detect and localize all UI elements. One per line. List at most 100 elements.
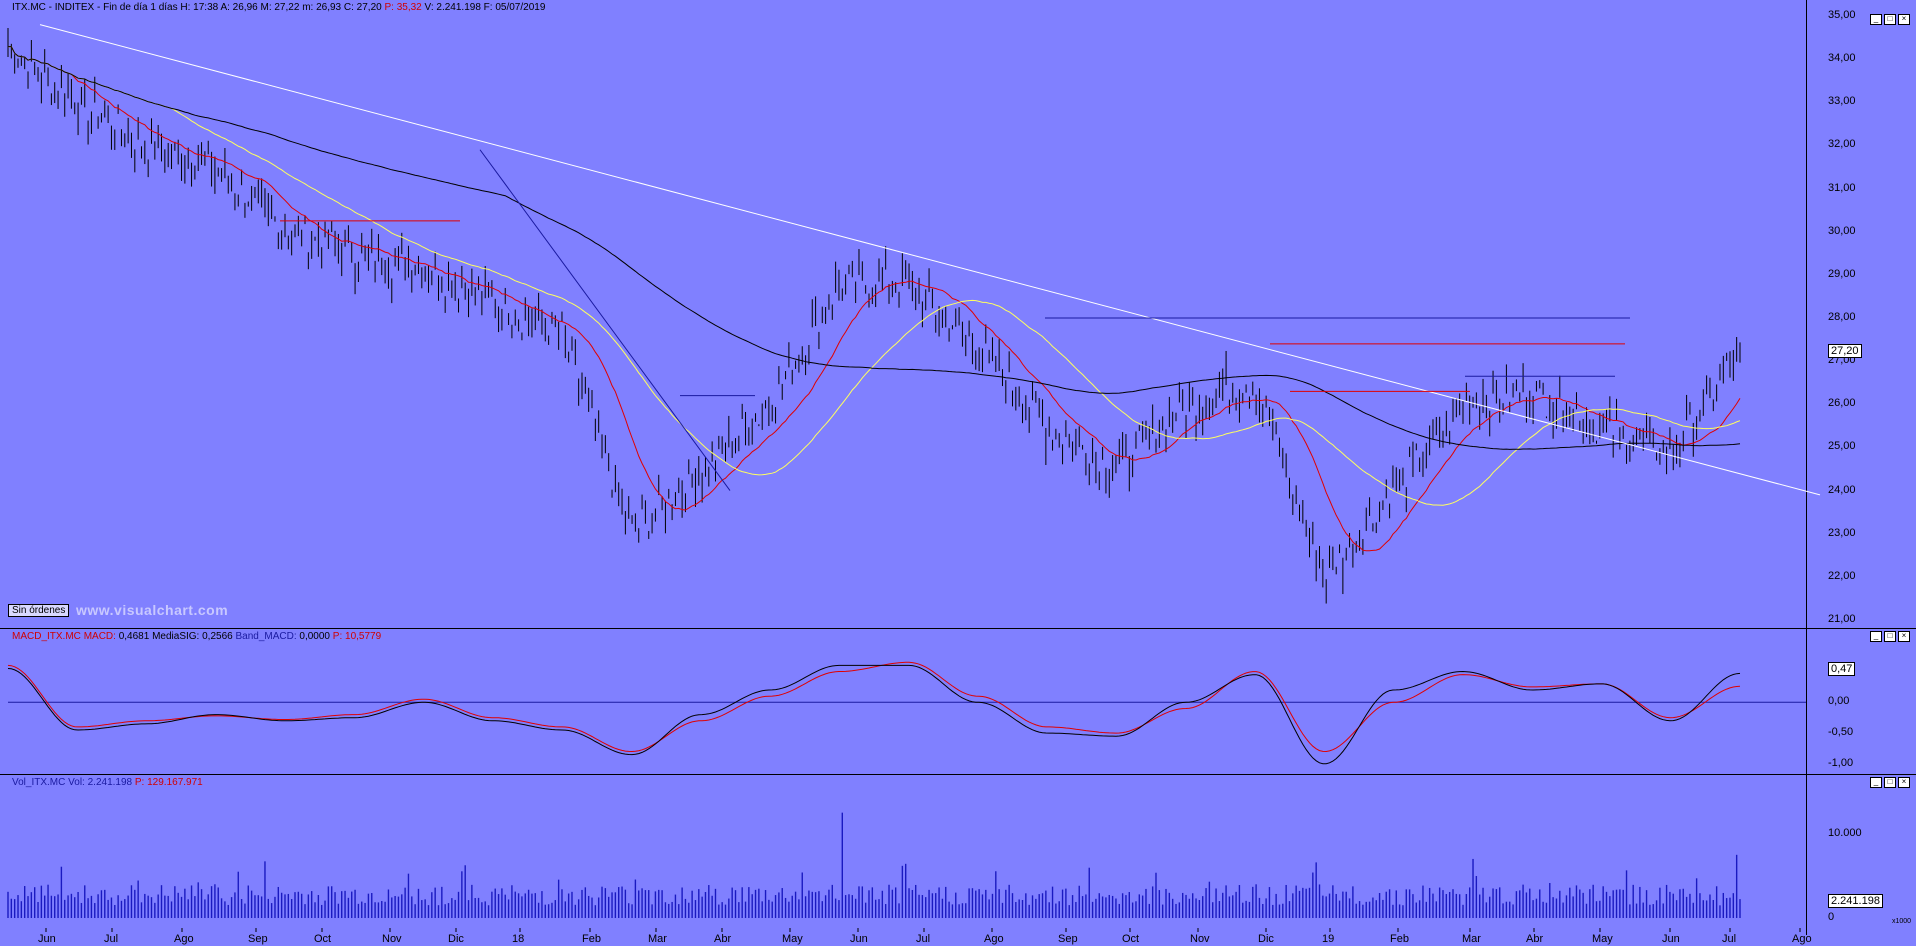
month-label: Nov	[382, 933, 402, 945]
stat-a-value: 26,96	[232, 2, 258, 13]
macd-p-value: 10,5779	[345, 631, 382, 642]
month-label: Mar	[648, 933, 667, 945]
stat-low-value: 26,93	[316, 2, 342, 13]
price-tick-label: 26,00	[1828, 397, 1856, 410]
price-tick-label: 24,00	[1828, 483, 1856, 496]
month-label: Jun	[38, 933, 56, 945]
month-label: Jun	[1662, 933, 1680, 945]
volume-title: Vol_ITX.MC	[12, 777, 66, 788]
month-label: Dic	[1258, 933, 1274, 945]
orders-button[interactable]: Sin órdenes	[8, 604, 70, 617]
month-label: Ago	[984, 933, 1004, 945]
month-label: Abr	[1526, 933, 1544, 945]
macd-stat-label: MACD:	[83, 631, 116, 642]
macd-window-controls[interactable]: _ □ ×	[1870, 631, 1910, 642]
volume-header: Vol_ITX.MC Vol: 2.241.198 P: 129.167.971	[12, 777, 203, 788]
month-label: Nov	[1190, 933, 1210, 945]
price-window-controls[interactable]: _ □ ×	[1870, 14, 1910, 25]
month-label: Sep	[248, 933, 268, 945]
price-tick-label: 31,00	[1828, 181, 1856, 194]
month-label: Sep	[1058, 933, 1078, 945]
ma-fast-line	[8, 46, 1741, 552]
stat-v-label: V:	[424, 2, 434, 13]
volume-panel: Vol_ITX.MC Vol: 2.241.198 P: 129.167.971…	[0, 774, 1916, 946]
price-tick-label: 35,00	[1828, 9, 1856, 21]
stat-f-label: F:	[483, 2, 493, 13]
stat-m-label: M:	[260, 2, 272, 13]
macd-panel: MACD_ITX.MC MACD: 0,4681 MediaSIG: 0,256…	[0, 628, 1916, 775]
stat-p-value: 35,32	[396, 2, 422, 13]
macd-band-value: 0,0000	[299, 631, 330, 642]
price-header: ITX.MC - INDITEX - Fin de día 1 días H: …	[12, 2, 545, 13]
price-tick-label: 25,00	[1828, 440, 1856, 453]
month-label: 19	[1322, 933, 1335, 945]
price-tick-label: 28,00	[1828, 311, 1856, 323]
stat-f-value: 05/07/2019	[495, 2, 546, 13]
stat-m-value: 27,22	[274, 2, 300, 13]
maximize-icon[interactable]: □	[1884, 777, 1896, 788]
stat-c-label: C:	[343, 2, 354, 13]
price-panel: ITX.MC - INDITEX - Fin de día 1 días H: …	[8, 0, 1910, 628]
month-label: May	[782, 933, 803, 945]
macd-last-label: 0,47	[1828, 662, 1856, 676]
ticker-label: ITX.MC - INDITEX - Fin de día 1 días	[12, 2, 178, 13]
volume-unit-label: x1000	[1892, 918, 1912, 925]
stat-low-label: m:	[302, 2, 314, 13]
volume-axis	[1806, 775, 1916, 935]
month-label: Jun	[850, 933, 868, 945]
month-label: Jul	[1722, 933, 1737, 945]
ma-mid-line	[8, 46, 1741, 506]
maximize-icon[interactable]: □	[1884, 14, 1896, 25]
minimize-icon[interactable]: _	[1870, 631, 1882, 642]
macd-header: MACD_ITX.MC MACD: 0,4681 MediaSIG: 0,256…	[12, 631, 381, 642]
volume-tick-label: 10.000	[1828, 826, 1862, 839]
month-label: Jul	[104, 933, 119, 945]
ma-slow-line	[8, 46, 1741, 450]
maximize-icon[interactable]: □	[1884, 631, 1896, 642]
macd-sig-label: MediaSIG:	[152, 631, 200, 642]
close-icon[interactable]: ×	[1898, 14, 1910, 25]
macd-tick-label: 0,00	[1828, 695, 1850, 708]
trendline	[39, 24, 1821, 496]
steep-trendline	[479, 149, 731, 491]
price-tick-label: 21,00	[1828, 613, 1856, 625]
macd-sig-value: 0,2566	[202, 631, 233, 642]
macd-tick-label: -0,50	[1828, 726, 1854, 739]
stat-v-value: 2.241.198	[436, 2, 481, 13]
close-icon[interactable]: ×	[1898, 777, 1910, 788]
minimize-icon[interactable]: _	[1870, 14, 1882, 25]
month-label: Abr	[714, 933, 732, 945]
macd-line	[7, 664, 1741, 765]
price-tick-label: 33,00	[1828, 95, 1856, 108]
stat-c-value: 27,20	[356, 2, 382, 13]
price-tick-label: 32,00	[1828, 138, 1856, 151]
volume-last-label: 2.241.198	[1828, 894, 1883, 908]
month-label: Oct	[314, 933, 332, 945]
macd-stat-value: 0,4681	[118, 631, 150, 642]
macd-signal-line	[7, 661, 1741, 753]
volume-vol-value: 2.241.198	[87, 777, 133, 788]
watermark-logo: www.visualchart.com	[76, 602, 229, 618]
macd-band-label: Band_MACD:	[235, 631, 297, 642]
month-label: Mar	[1462, 933, 1481, 945]
month-label: Dic	[448, 933, 464, 945]
month-label: May	[1592, 933, 1613, 945]
month-label: Feb	[1390, 933, 1409, 945]
month-label: Jul	[916, 933, 931, 945]
price-tick-label: 34,00	[1828, 52, 1856, 65]
stat-p-label: P:	[384, 2, 394, 13]
minimize-icon[interactable]: _	[1870, 777, 1882, 788]
volume-p-value: 129.167.971	[147, 777, 203, 788]
month-label: Ago	[174, 933, 194, 945]
macd-tick-label: -1,00	[1828, 756, 1854, 769]
month-label: 18	[512, 933, 525, 945]
stat-h-label: H:	[180, 2, 191, 13]
month-label: Feb	[582, 933, 601, 945]
close-icon[interactable]: ×	[1898, 631, 1910, 642]
volume-window-controls[interactable]: _ □ ×	[1870, 777, 1910, 788]
price-tick-label: 22,00	[1828, 569, 1856, 582]
volume-tick-label: 0	[1828, 911, 1835, 923]
price-tick-label: 23,00	[1828, 526, 1856, 539]
price-tick-label: 30,00	[1828, 224, 1856, 237]
